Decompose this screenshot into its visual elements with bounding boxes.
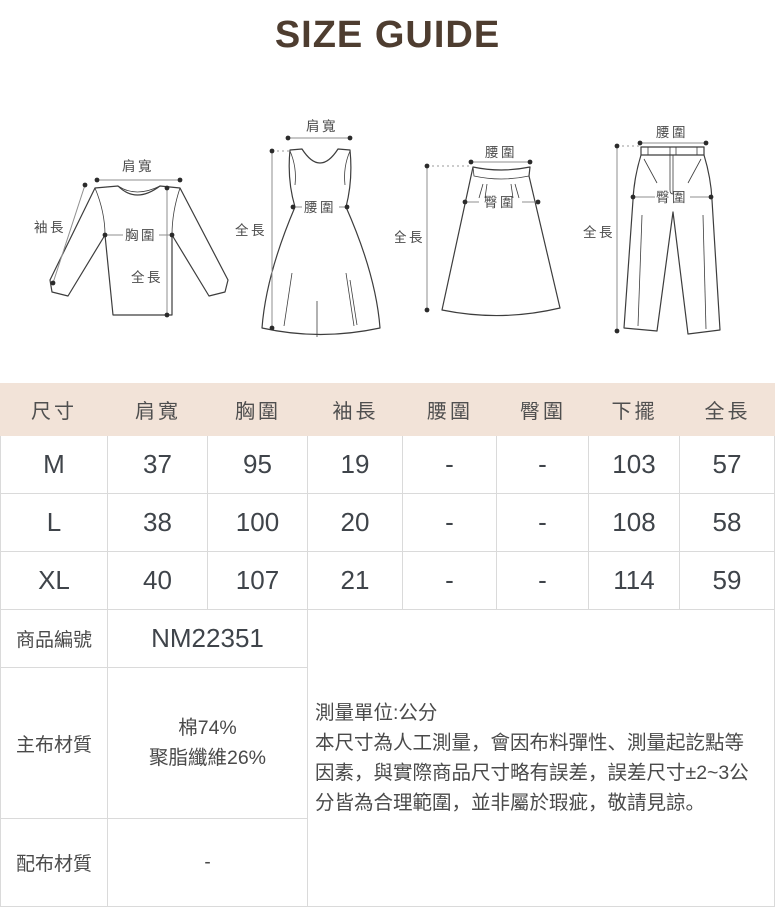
value-cell: 108 <box>589 494 680 551</box>
col-header-hem: 下擺 <box>611 401 658 423</box>
skirt-hip-label: 臀圍 <box>484 195 516 210</box>
col-header-length: 全長 <box>704 401 751 423</box>
lining-fabric-label: 配布材質 <box>1 819 108 906</box>
value-cell: 59 <box>680 552 775 609</box>
size-cell: M <box>0 436 108 493</box>
page-title: SIZE GUIDE <box>274 14 501 56</box>
col-header-chest: 胸圍 <box>235 401 281 423</box>
table-row-l: L 38 100 20 - - 108 58 <box>0 494 775 552</box>
size-table-header: 尺寸 肩寬 胸圍 袖長 腰圍 臀圍 下擺 全長 <box>0 383 775 436</box>
value-cell: 57 <box>680 436 775 493</box>
note-disclaimer: 本尺寸為人工測量，會因布料彈性、測量起訖點等因素，與實際商品尺寸略有誤差，誤差尺… <box>315 732 749 814</box>
size-cell: XL <box>0 552 108 609</box>
measurement-note: 測量單位:公分 本尺寸為人工測量，會因布料彈性、測量起訖點等因素，與實際商品尺寸… <box>308 610 773 906</box>
col-header-shoulder: 肩寬 <box>135 401 181 423</box>
product-info: 商品編號 NM22351 測量單位:公分 本尺寸為人工測量，會因布料彈性、測量起… <box>0 610 775 907</box>
table-row-m: M 37 95 19 - - 103 57 <box>0 436 775 494</box>
top-shoulder-label: 肩寬 <box>122 158 154 174</box>
dress-waist-label: 腰圍 <box>304 200 336 215</box>
value-cell: 38 <box>108 494 208 551</box>
skirt-length-label: 全長 <box>395 229 425 245</box>
pants-length-label: 全長 <box>583 224 615 240</box>
col-header-hip: 臀圍 <box>520 401 566 423</box>
value-cell: - <box>403 436 497 493</box>
skirt-waist-label: 腰圍 <box>485 145 517 160</box>
size-cell: L <box>0 494 108 551</box>
col-header-waist: 腰圍 <box>427 401 473 423</box>
top-sleeve-label: 袖長 <box>34 220 66 235</box>
product-code-value: NM22351 <box>108 610 308 668</box>
product-code-label: 商品編號 <box>1 610 108 668</box>
value-cell: - <box>403 494 497 551</box>
size-table: 尺寸 肩寬 胸圍 袖長 腰圍 臀圍 下擺 全長 M 37 95 19 - - 1… <box>0 383 775 907</box>
dress-length-label: 全長 <box>235 222 267 238</box>
value-cell: 19 <box>308 436 403 493</box>
top-length-label: 全長 <box>131 269 163 285</box>
value-cell: 95 <box>208 436 308 493</box>
value-cell: 37 <box>108 436 208 493</box>
value-cell: - <box>403 552 497 609</box>
fabric-line: 聚脂纖維26% <box>148 747 267 769</box>
value-cell: - <box>497 436 589 493</box>
value-cell: 103 <box>589 436 680 493</box>
pants-waist-label: 腰圍 <box>656 125 688 140</box>
value-cell: - <box>497 552 589 609</box>
dress-shoulder-label: 肩寬 <box>306 118 338 134</box>
fabric-line: 棉74% <box>178 717 237 739</box>
value-cell: 114 <box>589 552 680 609</box>
skirt-diagram: 腰圍 臀圍 全長 <box>395 145 561 317</box>
value-cell: 107 <box>208 552 308 609</box>
dress-diagram: 肩寬 腰圍 全長 <box>235 118 381 337</box>
top-chest-label: 胸圍 <box>125 228 157 243</box>
pants-hip-label: 臀圍 <box>656 190 688 205</box>
col-header-size: 尺寸 <box>31 401 77 423</box>
pants-diagram: 腰圍 臀圍 全長 <box>583 125 721 335</box>
value-cell: 21 <box>308 552 403 609</box>
value-cell: 40 <box>108 552 208 609</box>
top-diagram: 肩寬 袖長 胸圍 全長 <box>34 158 229 318</box>
table-row-xl: XL 40 107 21 - - 114 59 <box>0 552 775 610</box>
value-cell: 20 <box>308 494 403 551</box>
col-header-sleeve: 袖長 <box>332 401 379 423</box>
value-cell: - <box>497 494 589 551</box>
value-cell: 100 <box>208 494 308 551</box>
note-unit-line: 測量單位:公分 <box>315 702 438 724</box>
main-fabric-value: 棉74% 聚脂纖維26% <box>108 668 308 819</box>
value-cell: 58 <box>680 494 775 551</box>
main-fabric-label: 主布材質 <box>1 668 108 819</box>
lining-fabric-value: - <box>108 819 308 906</box>
